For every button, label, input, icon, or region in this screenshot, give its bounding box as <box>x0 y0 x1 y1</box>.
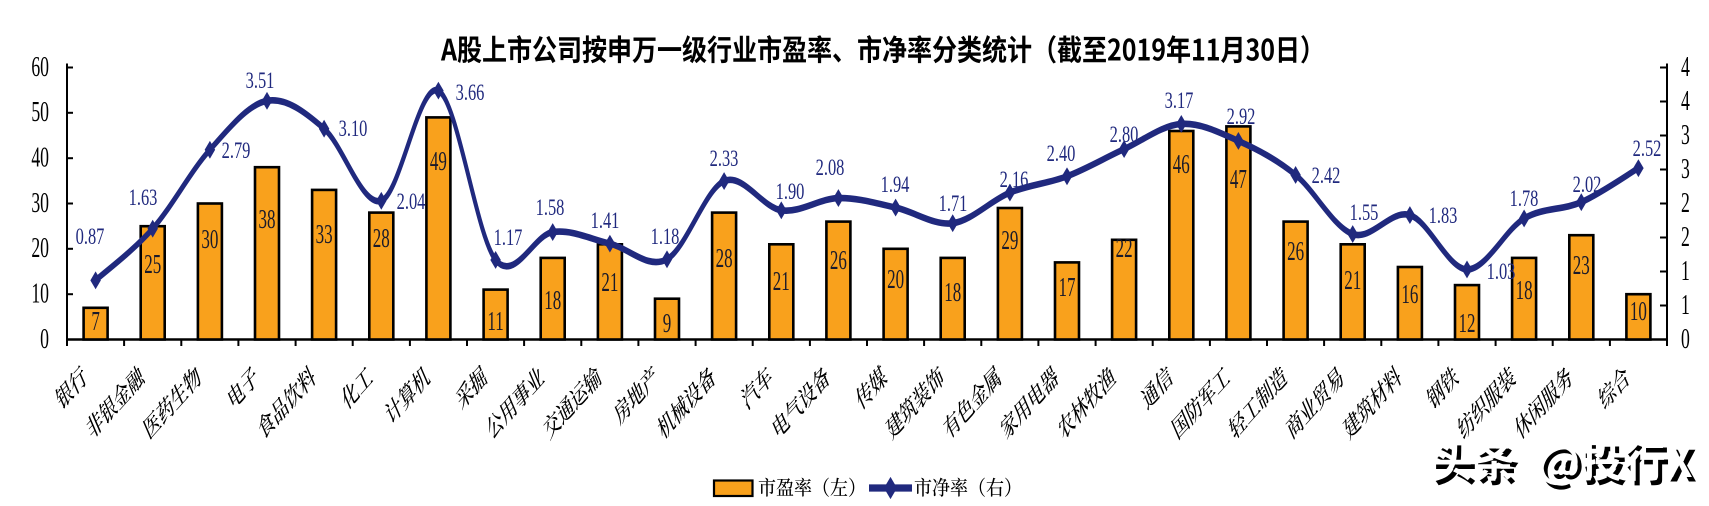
svg-text:28: 28 <box>716 243 733 273</box>
svg-text:21: 21 <box>773 266 790 296</box>
svg-text:1.55: 1.55 <box>1350 200 1379 225</box>
svg-text:46: 46 <box>1173 149 1190 179</box>
svg-text:2.33: 2.33 <box>710 146 739 171</box>
svg-text:38: 38 <box>259 204 276 234</box>
svg-text:47: 47 <box>1230 164 1247 194</box>
svg-text:26: 26 <box>1287 236 1304 266</box>
svg-text:2.40: 2.40 <box>1047 141 1076 166</box>
svg-text:1.41: 1.41 <box>591 208 620 233</box>
svg-text:1.78: 1.78 <box>1510 186 1539 211</box>
svg-text:1.18: 1.18 <box>651 224 680 249</box>
svg-text:3.10: 3.10 <box>339 116 368 141</box>
svg-text:2.08: 2.08 <box>816 155 845 180</box>
svg-text:1.58: 1.58 <box>536 195 565 220</box>
svg-text:22: 22 <box>1116 233 1133 263</box>
svg-text:2.52: 2.52 <box>1633 136 1662 161</box>
svg-text:18: 18 <box>544 285 561 315</box>
svg-text:26: 26 <box>830 245 847 275</box>
svg-text:2.92: 2.92 <box>1227 104 1256 129</box>
svg-text:40: 40 <box>31 142 49 173</box>
svg-text:60: 60 <box>31 52 49 83</box>
svg-text:30: 30 <box>201 224 218 254</box>
svg-text:21: 21 <box>601 267 618 297</box>
svg-text:17: 17 <box>1059 272 1076 302</box>
svg-text:16: 16 <box>1401 279 1418 309</box>
svg-text:9: 9 <box>663 308 672 338</box>
svg-text:7: 7 <box>91 306 100 336</box>
svg-text:10: 10 <box>31 278 49 309</box>
svg-text:3.51: 3.51 <box>246 68 275 93</box>
svg-text:21: 21 <box>1344 265 1361 295</box>
svg-text:2.42: 2.42 <box>1312 163 1341 188</box>
svg-text:49: 49 <box>430 146 447 176</box>
svg-text:3: 3 <box>1681 120 1690 151</box>
svg-text:3.66: 3.66 <box>456 80 485 105</box>
svg-text:10: 10 <box>1630 296 1647 326</box>
svg-text:23: 23 <box>1573 250 1590 280</box>
svg-text:3.17: 3.17 <box>1165 88 1194 113</box>
svg-text:1.90: 1.90 <box>776 179 805 204</box>
svg-text:2.80: 2.80 <box>1110 122 1139 147</box>
svg-text:1: 1 <box>1681 256 1690 287</box>
svg-text:2.79: 2.79 <box>222 138 251 163</box>
svg-text:4: 4 <box>1681 86 1690 117</box>
svg-text:1.94: 1.94 <box>881 172 910 197</box>
svg-text:0.87: 0.87 <box>76 224 105 249</box>
svg-text:11: 11 <box>487 306 503 336</box>
svg-text:0: 0 <box>1681 324 1690 355</box>
svg-text:2.16: 2.16 <box>1000 167 1029 192</box>
svg-text:12: 12 <box>1459 308 1476 338</box>
svg-text:1.83: 1.83 <box>1429 203 1458 228</box>
svg-text:2: 2 <box>1681 188 1690 219</box>
svg-text:1.71: 1.71 <box>939 191 968 216</box>
svg-text:28: 28 <box>373 223 390 253</box>
svg-text:3: 3 <box>1681 154 1690 185</box>
svg-text:30: 30 <box>31 188 49 219</box>
svg-text:2.02: 2.02 <box>1573 172 1602 197</box>
svg-text:2.04: 2.04 <box>397 189 426 214</box>
svg-text:1: 1 <box>1681 290 1690 321</box>
svg-text:25: 25 <box>144 249 161 279</box>
svg-text:1.63: 1.63 <box>129 185 158 210</box>
svg-text:18: 18 <box>1516 275 1533 305</box>
svg-text:29: 29 <box>1001 225 1018 255</box>
svg-text:33: 33 <box>316 219 333 249</box>
svg-text:1.03: 1.03 <box>1487 259 1516 284</box>
svg-text:4: 4 <box>1681 52 1690 83</box>
svg-text:0: 0 <box>40 324 49 355</box>
svg-text:20: 20 <box>887 264 904 294</box>
svg-text:50: 50 <box>31 97 49 128</box>
svg-text:1.17: 1.17 <box>494 225 523 250</box>
svg-text:2: 2 <box>1681 222 1690 253</box>
svg-text:18: 18 <box>944 277 961 307</box>
svg-text:20: 20 <box>31 233 49 264</box>
